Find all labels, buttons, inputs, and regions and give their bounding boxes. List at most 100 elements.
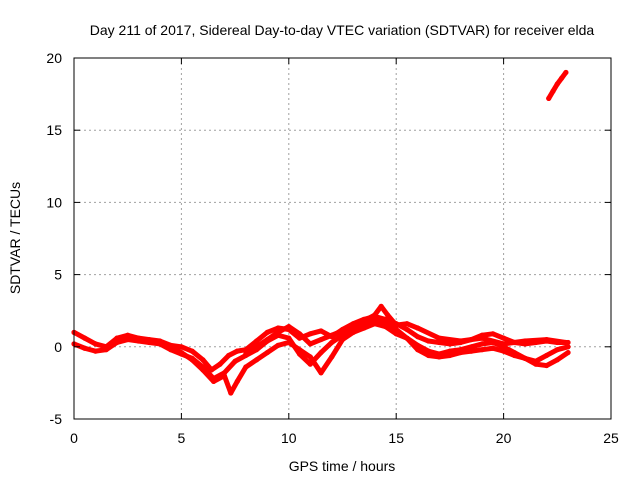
x-axis-label: GPS time / hours [289,458,396,474]
data-point [550,88,556,94]
ticks-layer: 0 5 10 15 20 25 -5 0 5 10 15 20 [46,50,619,446]
y-tick-label: 20 [46,50,62,66]
data-point [178,344,184,350]
data-point [146,339,152,346]
data-point [114,339,120,346]
data-point [329,354,335,360]
data-point [253,344,260,350]
data-point [447,352,453,359]
x-tick-label: 0 [70,430,78,446]
data-point [385,312,391,318]
data-point [458,349,464,356]
data-point [468,348,474,354]
data-point [318,349,324,356]
series-track-d [243,303,569,357]
data-point [447,348,453,354]
data-point [436,339,442,346]
data-point [82,345,88,351]
data-point [114,335,120,341]
data-point [200,367,206,373]
data-point [522,355,528,361]
data-point [296,331,303,337]
data-point [415,334,421,340]
data-point [372,312,378,318]
data-point [393,322,399,328]
grid-layer [74,58,611,419]
data-point [221,373,227,379]
data-point [217,361,223,367]
data-point [234,348,240,354]
data-point [200,357,206,363]
data-point [275,342,281,348]
data-point [243,364,249,370]
data-point [329,339,335,346]
data-point [264,349,270,356]
data-point [447,341,453,347]
data-point [533,361,539,367]
data-point [378,303,384,309]
data-point [125,336,131,343]
data-point [82,335,88,341]
data-point [232,358,238,364]
data-point [546,95,552,102]
x-tick-label: 15 [388,430,404,446]
data-point [563,69,569,76]
data-point [92,341,99,347]
data-point [286,323,292,330]
data-point [415,325,421,331]
data-point [554,357,560,363]
data-point [565,344,571,350]
y-tick-label: 5 [54,267,62,283]
series-track-c [157,321,571,396]
data-point [307,341,313,347]
data-point [554,347,560,353]
data-point [350,323,356,330]
x-tick-label: 10 [281,430,297,446]
data-point [490,345,496,351]
data-point [226,352,232,359]
data-point [296,347,303,353]
data-point [458,338,464,344]
data-point [479,347,485,353]
data-point [318,370,324,376]
data-point [543,362,550,369]
data-point [318,328,324,334]
data-point [436,335,442,341]
data-point [425,338,432,344]
data-point [479,341,485,347]
data-point [501,348,507,354]
data-point [372,321,378,327]
data-point [243,351,249,357]
data-point [329,332,335,338]
data-point [275,329,281,335]
data-point [157,339,163,346]
data-point [404,321,410,327]
series-layer [71,69,571,396]
data-point [361,325,367,331]
data-point [543,352,550,359]
data-point [178,349,184,356]
y-tick-label: 0 [54,339,62,355]
data-point [415,347,421,353]
data-point [490,331,496,337]
x-tick-label: 5 [178,430,186,446]
data-point [382,323,389,330]
data-point [565,349,571,356]
data-point [228,390,234,396]
data-point [522,338,528,344]
series-track-e [546,69,569,102]
data-point [554,81,560,87]
y-tick-label: 10 [46,194,62,210]
data-point [253,357,260,363]
data-point [307,354,313,360]
data-point [350,329,356,335]
data-point [253,338,260,344]
data-point [189,357,195,363]
y-axis-label: SDTVAR / TECUs [7,182,23,294]
y-tick-label: 15 [46,122,62,138]
data-point [436,354,442,360]
data-point [125,332,131,338]
data-point [189,348,195,354]
